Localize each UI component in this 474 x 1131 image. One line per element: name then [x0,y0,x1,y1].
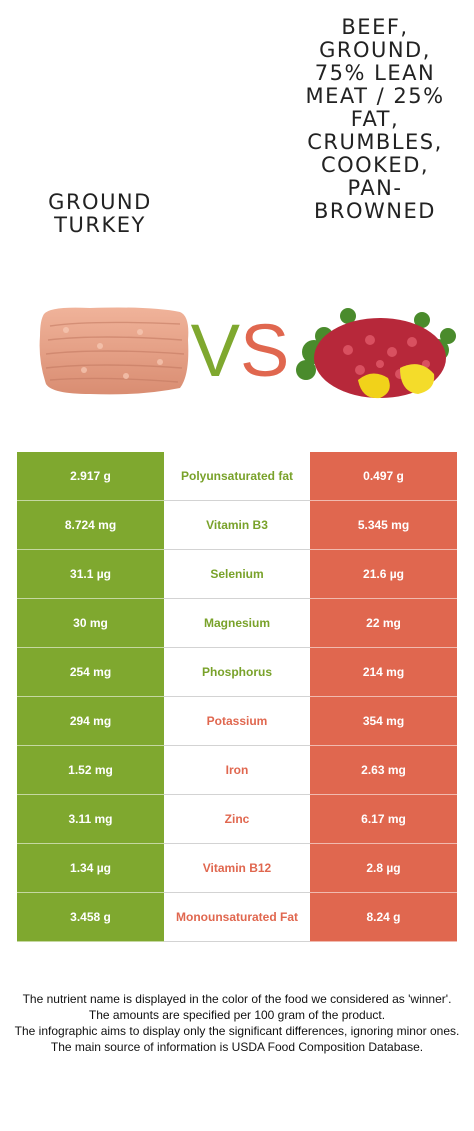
table-row: 1.52 mg Iron 2.63 mg [17,746,457,795]
left-value: 254 mg [17,648,164,697]
nutrient-name: Polyunsaturated fat [164,452,310,501]
left-value: 1.52 mg [17,746,164,795]
nutrient-name: Potassium [164,697,310,746]
table-row: 31.1 µg Selenium 21.6 µg [17,550,457,599]
left-value: 2.917 g [17,452,164,501]
footer-note: The main source of information is USDA F… [50,1040,424,1054]
nutrient-name: Phosphorus [164,648,310,697]
right-value: 21.6 µg [310,550,457,599]
left-value: 31.1 µg [17,550,164,599]
right-value: 6.17 mg [310,795,457,844]
right-value: 22 mg [310,599,457,648]
left-value: 1.34 µg [17,844,164,893]
left-food-title: GROUND TURKEY [48,190,152,237]
nutrient-name: Zinc [164,795,310,844]
right-value: 2.63 mg [310,746,457,795]
left-value: 30 mg [17,599,164,648]
footer-note: The infographic aims to display only the… [14,1024,460,1038]
footer-note: The amounts are specified per 100 gram o… [88,1008,386,1022]
nutrient-name: Monounsaturated Fat [164,893,310,942]
table-row: 3.458 g Monounsaturated Fat 8.24 g [17,893,457,942]
nutrient-name: Vitamin B12 [164,844,310,893]
left-value: 3.11 mg [17,795,164,844]
right-value: 354 mg [310,697,457,746]
nutrient-name: Iron [164,746,310,795]
footer-notes: The nutrient name is displayed in the co… [12,991,462,1055]
right-food-title: BEEF, GROUND, 75% LEAN MEAT / 25% FAT, CRUMBL… [305,15,445,223]
table-row: 8.724 mg Vitamin B3 5.345 mg [17,501,457,550]
left-value: 3.458 g [17,893,164,942]
vs-text: VS [191,309,290,390]
ground-beef-image [296,308,456,399]
ground-turkey-image [39,307,189,395]
table-row: 254 mg Phosphorus 214 mg [17,648,457,697]
left-value: 8.724 mg [17,501,164,550]
table-row: 3.11 mg Zinc 6.17 mg [17,795,457,844]
left-value: 294 mg [17,697,164,746]
table-row: 1.34 µg Vitamin B12 2.8 µg [17,844,457,893]
nutrient-comparison-table: 2.917 g Polyunsaturated fat 0.497 g 8.724 m… [17,452,457,942]
table-row: 30 mg Magnesium 22 mg [17,599,457,648]
vs-logo: VS [191,309,290,390]
nutrient-name: Magnesium [164,599,310,648]
table-row: 294 mg Potassium 354 mg [17,697,457,746]
nutrient-name: Vitamin B3 [164,501,310,550]
right-value: 214 mg [310,648,457,697]
nutrient-name: Selenium [164,550,310,599]
right-value: 0.497 g [310,452,457,501]
right-value: 5.345 mg [310,501,457,550]
right-value: 2.8 µg [310,844,457,893]
table-row: 2.917 g Polyunsaturated fat 0.497 g [17,452,457,501]
right-value: 8.24 g [310,893,457,942]
footer-note: The nutrient name is displayed in the co… [22,992,452,1006]
